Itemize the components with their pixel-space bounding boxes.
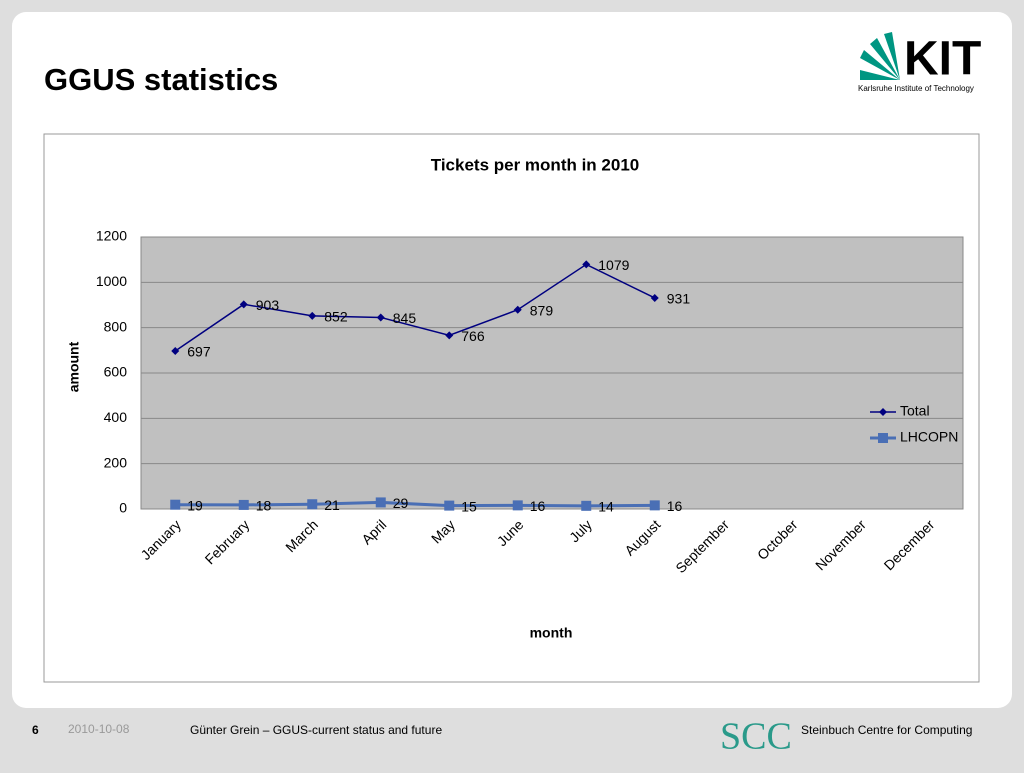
series-line — [175, 500, 655, 508]
y-tick-label: 0 — [119, 500, 127, 516]
scc-logo: SCC — [720, 716, 792, 758]
data-label: 845 — [393, 310, 417, 326]
x-axis-label: month — [530, 625, 573, 641]
kit-logo: KIT Karlsruhe Institute of Technology — [858, 32, 981, 93]
footer-org: Steinbuch Centre for Computing — [801, 723, 972, 737]
footer-author: Günter Grein – GGUS-current status and f… — [190, 723, 442, 737]
data-point — [239, 300, 248, 309]
legend-label: Total — [900, 403, 930, 419]
data-point — [376, 313, 385, 322]
data-point — [512, 500, 523, 511]
legend-marker — [879, 408, 887, 416]
slide-title: GGUS statistics — [44, 62, 278, 97]
data-label: 697 — [187, 344, 211, 360]
data-label: 16 — [530, 498, 546, 514]
data-point — [650, 293, 659, 302]
chart-title: Tickets per month in 2010 — [431, 155, 639, 174]
y-tick-label: 400 — [104, 409, 128, 425]
data-point — [444, 500, 455, 511]
data-point — [308, 311, 317, 320]
data-point — [513, 305, 522, 314]
data-label: 1079 — [598, 257, 629, 273]
data-label: 15 — [461, 498, 477, 514]
data-point — [375, 497, 386, 508]
data-point — [170, 499, 181, 510]
y-axis-label: amount — [66, 341, 82, 392]
y-tick-label: 200 — [104, 454, 128, 470]
data-label: 19 — [187, 497, 203, 513]
series-line — [174, 263, 656, 352]
data-label: 29 — [393, 495, 409, 511]
page-number: 6 — [32, 723, 39, 737]
y-tick-label: 1000 — [96, 273, 127, 289]
data-point — [581, 500, 592, 511]
y-tick-label: 600 — [104, 364, 128, 380]
data-label: 18 — [256, 498, 272, 514]
data-point — [238, 499, 249, 510]
y-tick-label: 800 — [104, 318, 128, 334]
data-point — [649, 500, 660, 511]
footer-date: 2010-10-08 — [68, 722, 130, 736]
data-label: 21 — [324, 497, 340, 513]
data-point — [171, 347, 180, 356]
kit-logo-text: KIT — [904, 33, 981, 86]
data-point — [582, 260, 591, 269]
data-label: 879 — [530, 302, 554, 318]
kit-logo-subtitle: Karlsruhe Institute of Technology — [858, 84, 974, 93]
data-label: 766 — [461, 328, 485, 344]
data-label: 852 — [324, 309, 348, 325]
data-label: 14 — [598, 499, 614, 515]
y-tick-label: 1200 — [96, 228, 127, 244]
data-point — [307, 499, 318, 510]
data-point — [445, 331, 454, 340]
legend-label: LHCOPN — [900, 429, 958, 445]
data-label: 931 — [667, 291, 691, 307]
data-label: 903 — [256, 297, 280, 313]
legend-marker — [878, 433, 888, 443]
data-label: 16 — [667, 498, 683, 514]
